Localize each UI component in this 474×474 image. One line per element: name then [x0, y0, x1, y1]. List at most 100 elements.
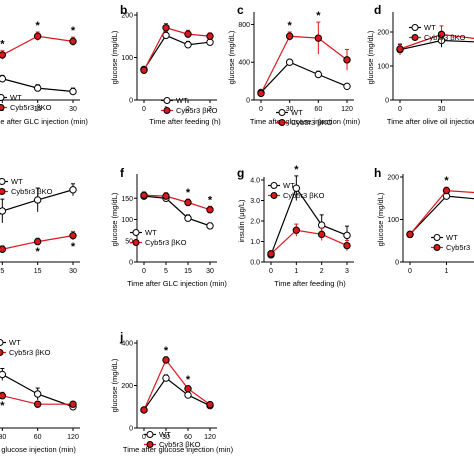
x-tick-label-f: 0 [142, 268, 146, 275]
y-axis-label-c: glucose (mg/dL) [227, 30, 236, 84]
series-line-wt-h [409, 195, 474, 235]
data-point-wt-f [206, 222, 214, 230]
series-line-wt-e [0, 189, 74, 215]
legend-marker-wt-j [146, 431, 154, 438]
legend-label-ko-g: Cyb5r3 βKO [283, 191, 325, 200]
x-tick-label-g: 3 [345, 268, 349, 275]
x-tick-label-j: 30 [162, 434, 170, 441]
chart-panel-i: 30 60 120 after glucose injection (min) * WTC… [0, 338, 80, 454]
y-tick-label-g: 3.0 [250, 198, 260, 205]
legend-marker-ko-c [278, 119, 286, 126]
y-tick-label-b: 0 [129, 98, 133, 105]
y-tick-label-j: 400 [121, 341, 133, 348]
y-axis-label-j: glucose (mg/dL) [110, 358, 119, 412]
data-point-wt-b [184, 41, 192, 49]
data-point-wt-e [0, 207, 7, 215]
significance-star-g: * [294, 164, 299, 176]
legend-label-wt-f: WT [145, 228, 157, 237]
x-tick-label-b: 0 [142, 106, 146, 113]
data-point-ko-e [0, 245, 7, 253]
data-point-wt-b [162, 31, 170, 40]
panel-label-g: g [237, 166, 244, 180]
significance-star-c: * [288, 20, 293, 32]
data-point-wt-c [343, 82, 351, 91]
data-point-ko-i [0, 392, 7, 400]
x-tick-label-c: 30 [286, 106, 294, 113]
x-tick-label-e: 30 [69, 268, 77, 275]
x-tick-label-g: 2 [320, 268, 324, 275]
x-axis-label-i: after glucose injection (min) [0, 445, 76, 454]
data-point-ko-g [292, 226, 301, 234]
y-tick-label-c: 0 [246, 98, 250, 105]
significance-star-f: * [208, 194, 213, 206]
data-point-wt-j [184, 391, 192, 399]
series-line-ko-g [270, 229, 348, 255]
x-tick-label-g: 0 [269, 268, 273, 275]
data-point-wt-a [0, 75, 7, 83]
data-point-wt-a [69, 87, 77, 96]
legend-label-wt-e: WT [11, 177, 23, 186]
legend-label-wt-d: WT [424, 23, 436, 32]
legend-label-wt-b: WT [176, 96, 188, 105]
y-tick-label-b: 200 [121, 13, 133, 20]
data-point-wt-c [314, 70, 323, 79]
data-point-ko-b [162, 24, 170, 32]
chart-panel-j: j 0 30 60 120 0 200 400 glucose (mg/dL) Time afte… [110, 330, 234, 454]
significance-star-e: * [71, 241, 76, 253]
panel-label-d: d [374, 3, 381, 17]
legend-label-wt-a: WT [10, 93, 22, 102]
y-tick-label-c: 800 [238, 22, 250, 29]
legend-marker-wt-e [0, 178, 6, 185]
x-tick-label-d: 0 [398, 106, 402, 113]
y-tick-label-d: 100 [377, 64, 389, 71]
series-line-wt-f [143, 195, 211, 227]
significance-star-j: * [186, 374, 191, 386]
series-line-wt-a [0, 77, 74, 93]
x-tick-label-j: 120 [204, 434, 216, 441]
x-tick-label-h: 0 [408, 268, 412, 275]
series-line-ko-i [0, 395, 73, 405]
legend-label-ko-j: Cyb5r3 βKO [159, 440, 201, 449]
x-tick-label-c: 120 [341, 106, 353, 113]
data-point-ko-c [257, 89, 265, 98]
y-tick-label-f: 100 [121, 217, 133, 224]
data-point-ko-f [162, 192, 170, 200]
data-point-wt-c [285, 58, 294, 66]
legend-label-wt-j: WT [159, 430, 171, 439]
significance-star-a: * [36, 20, 41, 32]
x-tick-label-f: 30 [206, 268, 214, 275]
legend-marker-ko-h [433, 244, 441, 251]
legend-label-ko-f: Cyb5r3 βKO [145, 238, 187, 247]
legend-marker-ko-e [0, 188, 6, 195]
legend-marker-ko-f [132, 239, 140, 246]
significance-star-e: * [36, 246, 41, 258]
series-line-ko-h [409, 189, 474, 235]
series-line-ko-b [143, 27, 211, 71]
data-point-ko-h [406, 230, 414, 239]
data-point-ko-c [314, 34, 323, 42]
significance-star-h: * [444, 175, 449, 187]
y-tick-label-j: 0 [129, 426, 133, 433]
x-tick-label-i: 60 [34, 434, 42, 441]
chart-panel-a: 51530Time after GLC injection (min)***WT… [0, 20, 88, 126]
series-line-ko-a [0, 35, 74, 57]
x-tick-label-i: 30 [0, 434, 6, 441]
data-point-wt-g [317, 221, 326, 229]
data-point-ko-d [396, 45, 404, 53]
data-point-ko-i [33, 400, 42, 408]
legend-label-ko-d: Cyb5r3 βKO [424, 33, 466, 42]
x-axis-label-c: Time after glucose injection (min) [250, 117, 361, 126]
x-tick-label-f: 5 [164, 268, 168, 275]
y-tick-label-g: 1.0 [250, 239, 260, 246]
legend-marker-ko-i [0, 349, 4, 356]
y-tick-label-g: 4.0 [250, 178, 260, 185]
x-tick-label-e: 15 [34, 268, 42, 275]
y-tick-label-h: 0 [395, 260, 399, 267]
data-point-ko-j [162, 356, 170, 364]
panel-label-c: c [237, 3, 244, 17]
